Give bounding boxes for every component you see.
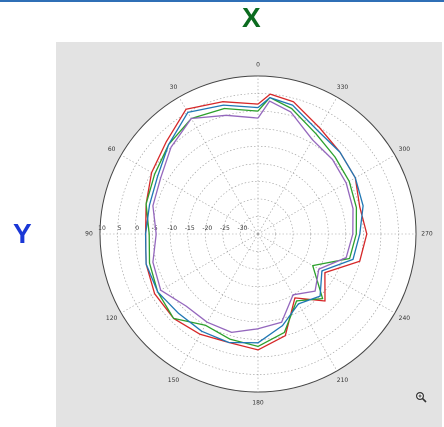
- y-axis-title: Y: [13, 218, 32, 249]
- angle-tick-label: 120: [106, 315, 118, 322]
- radial-tick-label: -15: [185, 225, 195, 232]
- radial-tick-label: -25: [220, 225, 230, 232]
- angle-tick-label: 300: [399, 146, 411, 153]
- magnifier-plus-icon[interactable]: [415, 391, 427, 403]
- radial-tick-label: -20: [202, 225, 212, 232]
- polar-plot-panel: 0 30 60 90 120 150 180 210 240 270 300 330 10 5 0 -5 -1…: [56, 42, 442, 427]
- series-line-3: [144, 96, 364, 344]
- series-layer: [144, 93, 368, 351]
- angle-tick-label: 180: [252, 400, 264, 407]
- header-divider-line: [0, 0, 444, 2]
- angle-tick-label: 270: [421, 231, 433, 238]
- radial-tick-labels: 10 5 0 -5 -10 -15 -20 -25 -30: [98, 225, 247, 232]
- angle-tick-label: 60: [108, 146, 116, 153]
- angle-tick-labels: 0 30 60 90 120 150 180 210 240 270 300 330: [85, 62, 433, 407]
- angle-tick-label: 30: [170, 84, 178, 91]
- angle-tick-label: 90: [85, 231, 93, 238]
- angle-tick-label: 150: [168, 377, 180, 384]
- x-axis-title: X: [242, 2, 261, 33]
- radial-tick-label: 0: [135, 225, 139, 232]
- radial-tick-label: 5: [118, 225, 122, 232]
- angle-tick-label: 0: [256, 62, 260, 69]
- series-line-4: [152, 100, 354, 334]
- polar-grid: [100, 76, 416, 392]
- angle-tick-label: 210: [337, 377, 349, 384]
- series-line-2: [145, 96, 358, 348]
- radial-tick-label: -30: [238, 225, 248, 232]
- angle-tick-label: 330: [337, 84, 349, 91]
- polar-chart: 0 30 60 90 120 150 180 210 240 270 300 330 10 5 0 -5 -1…: [85, 62, 433, 407]
- radial-tick-label: -5: [152, 225, 158, 232]
- radial-tick-label: 10: [98, 225, 106, 232]
- angle-tick-label: 240: [399, 315, 411, 322]
- radial-tick-label: -10: [167, 225, 177, 232]
